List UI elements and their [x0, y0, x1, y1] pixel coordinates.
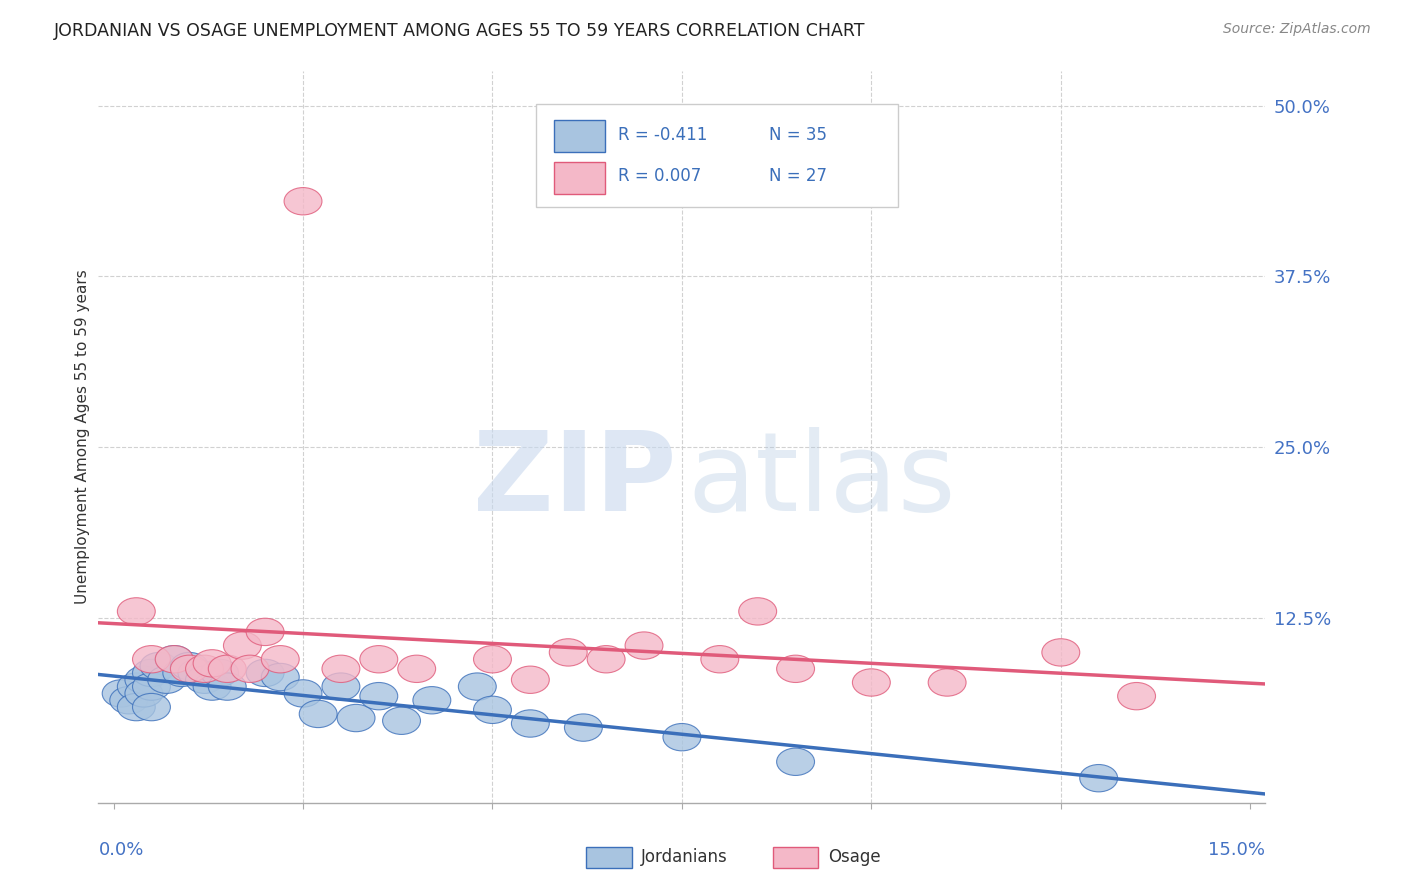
- Ellipse shape: [776, 655, 814, 682]
- Ellipse shape: [179, 659, 217, 687]
- FancyBboxPatch shape: [586, 847, 631, 868]
- Ellipse shape: [360, 682, 398, 710]
- Ellipse shape: [413, 687, 451, 714]
- Ellipse shape: [284, 680, 322, 707]
- FancyBboxPatch shape: [554, 161, 605, 194]
- FancyBboxPatch shape: [554, 120, 605, 153]
- Text: N = 35: N = 35: [769, 126, 828, 144]
- FancyBboxPatch shape: [536, 104, 898, 207]
- Ellipse shape: [550, 639, 588, 666]
- Text: 15.0%: 15.0%: [1208, 841, 1265, 859]
- Ellipse shape: [1118, 682, 1156, 710]
- Ellipse shape: [664, 723, 700, 751]
- Ellipse shape: [117, 673, 155, 700]
- Ellipse shape: [474, 646, 512, 673]
- Ellipse shape: [186, 666, 224, 693]
- Text: ZIP: ZIP: [472, 427, 676, 534]
- Ellipse shape: [246, 659, 284, 687]
- Ellipse shape: [155, 646, 193, 673]
- Text: atlas: atlas: [688, 427, 956, 534]
- Ellipse shape: [117, 693, 155, 721]
- Ellipse shape: [193, 673, 231, 700]
- Ellipse shape: [512, 666, 550, 693]
- Ellipse shape: [382, 707, 420, 734]
- Ellipse shape: [125, 666, 163, 693]
- Ellipse shape: [852, 669, 890, 696]
- Ellipse shape: [208, 673, 246, 700]
- Ellipse shape: [512, 710, 550, 737]
- Ellipse shape: [299, 700, 337, 728]
- Ellipse shape: [132, 659, 170, 687]
- Ellipse shape: [246, 618, 284, 646]
- Ellipse shape: [776, 748, 814, 775]
- Ellipse shape: [186, 655, 224, 682]
- Ellipse shape: [588, 646, 626, 673]
- Ellipse shape: [208, 655, 246, 682]
- Ellipse shape: [262, 646, 299, 673]
- Ellipse shape: [322, 673, 360, 700]
- Ellipse shape: [125, 680, 163, 707]
- Ellipse shape: [201, 659, 239, 687]
- Ellipse shape: [1080, 764, 1118, 792]
- Ellipse shape: [458, 673, 496, 700]
- Ellipse shape: [193, 649, 231, 677]
- Ellipse shape: [474, 696, 512, 723]
- Ellipse shape: [398, 655, 436, 682]
- Ellipse shape: [170, 652, 208, 680]
- Ellipse shape: [337, 705, 375, 731]
- Ellipse shape: [224, 632, 262, 659]
- Ellipse shape: [360, 646, 398, 673]
- Ellipse shape: [738, 598, 776, 625]
- FancyBboxPatch shape: [773, 847, 818, 868]
- Ellipse shape: [564, 714, 602, 741]
- Ellipse shape: [626, 632, 664, 659]
- Text: Source: ZipAtlas.com: Source: ZipAtlas.com: [1223, 22, 1371, 37]
- Ellipse shape: [132, 646, 170, 673]
- Ellipse shape: [110, 687, 148, 714]
- Ellipse shape: [132, 693, 170, 721]
- Ellipse shape: [148, 666, 186, 693]
- Ellipse shape: [163, 659, 201, 687]
- Text: N = 27: N = 27: [769, 168, 828, 186]
- Text: JORDANIAN VS OSAGE UNEMPLOYMENT AMONG AGES 55 TO 59 YEARS CORRELATION CHART: JORDANIAN VS OSAGE UNEMPLOYMENT AMONG AG…: [53, 22, 865, 40]
- Ellipse shape: [170, 655, 208, 682]
- Ellipse shape: [103, 680, 141, 707]
- Text: R = -0.411: R = -0.411: [617, 126, 707, 144]
- Text: 0.0%: 0.0%: [98, 841, 143, 859]
- Y-axis label: Unemployment Among Ages 55 to 59 years: Unemployment Among Ages 55 to 59 years: [75, 269, 90, 605]
- Ellipse shape: [141, 652, 179, 680]
- Text: Jordanians: Jordanians: [641, 848, 728, 866]
- Ellipse shape: [155, 646, 193, 673]
- Ellipse shape: [132, 673, 170, 700]
- Ellipse shape: [700, 646, 738, 673]
- Ellipse shape: [928, 669, 966, 696]
- Text: R = 0.007: R = 0.007: [617, 168, 702, 186]
- Ellipse shape: [322, 655, 360, 682]
- Ellipse shape: [262, 664, 299, 690]
- Ellipse shape: [231, 655, 269, 682]
- Ellipse shape: [284, 187, 322, 215]
- Ellipse shape: [1042, 639, 1080, 666]
- Ellipse shape: [117, 598, 155, 625]
- Text: Osage: Osage: [828, 848, 880, 866]
